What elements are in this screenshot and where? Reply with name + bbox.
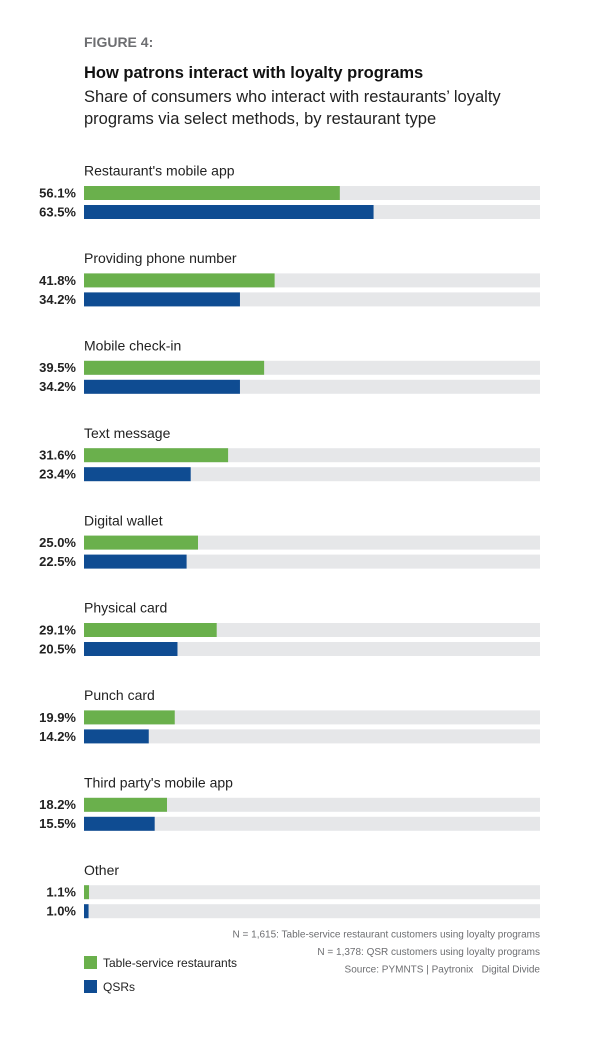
value-label: 56.1%	[39, 185, 76, 200]
bar-track	[84, 467, 540, 482]
value-label: 29.1%	[39, 622, 76, 637]
bar-track	[84, 904, 540, 919]
bar	[84, 623, 217, 637]
value-label: 25.0%	[39, 535, 76, 550]
bar	[84, 379, 240, 394]
note: N = 1,378: QSR customers using loyalty p…	[317, 947, 540, 958]
value-label: 34.2%	[39, 292, 76, 307]
category-label: Punch card	[84, 687, 155, 703]
note: N = 1,615: Table-service restaurant cust…	[233, 930, 540, 941]
legend-label: QSRs	[103, 980, 135, 994]
value-label: 1.0%	[46, 904, 76, 919]
bar	[84, 292, 240, 307]
category-label: Restaurant's mobile app	[84, 163, 235, 179]
bar	[84, 273, 275, 288]
bar	[84, 535, 198, 550]
value-label: 18.2%	[39, 797, 76, 812]
category-label: Providing phone number	[84, 250, 237, 266]
value-label: 23.4%	[39, 467, 76, 482]
bar	[84, 816, 155, 831]
category-label: Physical card	[84, 600, 167, 616]
category-label: Digital wallet	[84, 512, 163, 528]
bar	[84, 205, 374, 219]
chart-title: How patrons interact with loyalty progra…	[84, 64, 424, 82]
bar	[84, 642, 178, 656]
bar-track	[84, 710, 540, 725]
bar	[84, 904, 89, 919]
bar-track	[84, 885, 540, 900]
value-label: 63.5%	[39, 204, 76, 219]
category-label: Third party's mobile app	[84, 775, 233, 791]
bar-track	[84, 729, 540, 744]
value-label: 20.5%	[39, 641, 76, 656]
category-label: Text message	[84, 425, 171, 441]
bar-track	[84, 816, 540, 831]
bar	[84, 448, 229, 463]
bar	[84, 554, 187, 569]
value-label: 39.5%	[39, 360, 76, 375]
value-label: 34.2%	[39, 379, 76, 394]
bar	[84, 729, 149, 744]
value-label: 1.1%	[46, 885, 76, 900]
bar-track	[84, 797, 540, 812]
value-label: 19.9%	[39, 710, 76, 725]
legend-label: Table-service restaurants	[103, 956, 237, 970]
category-label: Other	[84, 862, 119, 878]
bar	[84, 186, 340, 200]
category-label: Mobile check-in	[84, 338, 181, 354]
bar-track	[84, 642, 540, 656]
bar	[84, 885, 90, 900]
bar	[84, 797, 167, 812]
value-label: 15.5%	[39, 816, 76, 831]
bar	[84, 710, 175, 725]
bar-track	[84, 554, 540, 569]
legend-swatch	[84, 980, 97, 993]
legend-swatch	[84, 956, 97, 969]
note: Source: PYMNTS | Paytronix Digital Divid…	[345, 965, 541, 976]
value-label: 22.5%	[39, 554, 76, 569]
value-label: 41.8%	[39, 273, 76, 288]
value-label: 31.6%	[39, 448, 76, 463]
bar	[84, 467, 191, 482]
figure-label: FIGURE 4:	[84, 34, 154, 50]
value-label: 14.2%	[39, 729, 76, 744]
bar	[84, 360, 265, 375]
chart-subtitle: Share of consumers who interact with res…	[84, 88, 501, 128]
